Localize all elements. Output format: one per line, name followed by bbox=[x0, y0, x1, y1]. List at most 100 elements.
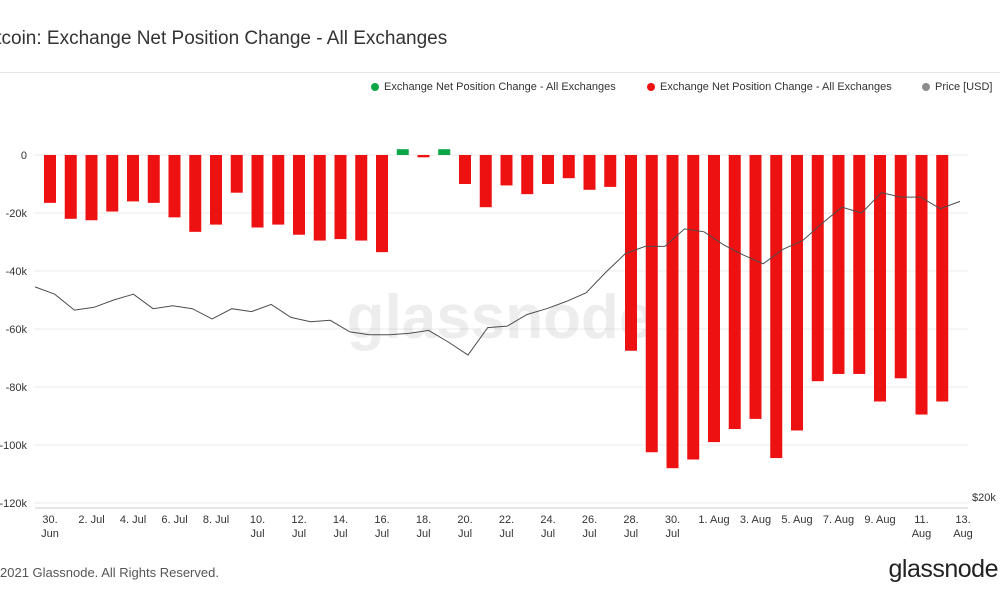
x-tick-label: 6. Jul bbox=[161, 514, 187, 526]
x-tick-label: 8. Jul bbox=[203, 514, 229, 526]
x-tick-label-line: 18. bbox=[416, 514, 431, 526]
x-tick-label-line: 5. Aug bbox=[781, 514, 812, 526]
brand-logo: glassnode bbox=[888, 555, 999, 583]
bar bbox=[230, 155, 243, 193]
x-tick-label-line: 14. bbox=[333, 514, 348, 526]
bar bbox=[210, 155, 222, 225]
x-tick-label-line: 1. Aug bbox=[698, 514, 729, 526]
bar bbox=[459, 155, 471, 184]
x-tick-label: 20. Jul bbox=[457, 514, 472, 540]
x-tick-label-line: 2. Jul bbox=[78, 514, 104, 526]
legend-label: Exchange Net Position Change - All Excha… bbox=[384, 81, 616, 93]
x-tick-label-line: Jul bbox=[458, 528, 472, 540]
bar bbox=[625, 155, 637, 351]
bar bbox=[438, 149, 451, 155]
legend: Exchange Net Position Change - All Excha… bbox=[0, 81, 1000, 97]
bar bbox=[168, 155, 181, 218]
x-tick-label: 30. Jun bbox=[41, 514, 59, 540]
x-tick-label-line: 10. bbox=[250, 514, 265, 526]
bar bbox=[189, 155, 202, 232]
bar bbox=[915, 155, 928, 415]
watermark-text: glassnode bbox=[347, 283, 654, 352]
y-tick-label: -60k bbox=[6, 324, 28, 336]
x-tick-label-line: 3. Aug bbox=[740, 514, 771, 526]
x-tick-label: 11. Aug bbox=[912, 514, 932, 540]
x-tick-label-line: Jul bbox=[582, 528, 596, 540]
bar bbox=[127, 155, 139, 202]
x-tick-label-line: Jul bbox=[541, 528, 555, 540]
y-tick-label: -100k bbox=[0, 440, 27, 452]
x-tick-label-line: 26. bbox=[582, 514, 597, 526]
bar bbox=[147, 155, 160, 203]
x-tick-label: 9. Aug bbox=[864, 514, 895, 526]
bar bbox=[251, 155, 264, 228]
legend-item-price[interactable]: Price [USD] bbox=[922, 81, 992, 93]
legend-item-net-position-green[interactable]: Exchange Net Position Change - All Excha… bbox=[371, 81, 616, 93]
bar bbox=[832, 155, 845, 374]
bar bbox=[293, 155, 305, 235]
y-tick-label: -40k bbox=[6, 266, 28, 278]
y2-tick-label: $20k bbox=[972, 492, 996, 504]
legend-label: Price [USD] bbox=[935, 81, 993, 93]
x-tick-label-line: Aug bbox=[953, 528, 973, 540]
x-tick-label-line: 28. bbox=[623, 514, 638, 526]
x-tick-label-line: 22. bbox=[499, 514, 514, 526]
bar bbox=[874, 155, 886, 402]
bar bbox=[44, 155, 56, 203]
legend-dot-gray bbox=[922, 83, 930, 91]
x-tick-label-line: 24. bbox=[540, 514, 555, 526]
x-tick-label-line: Aug bbox=[912, 528, 932, 540]
x-tick-label-line: 30. bbox=[42, 514, 57, 526]
x-tick-label: 4. Jul bbox=[120, 514, 146, 526]
bar bbox=[64, 155, 77, 219]
x-tick-label-line: 6. Jul bbox=[161, 514, 187, 526]
x-tick-label-line: 9. Aug bbox=[864, 514, 895, 526]
bar bbox=[106, 155, 119, 212]
legend-dot-green bbox=[371, 83, 379, 91]
header-divider bbox=[0, 72, 1000, 73]
x-tick-label: 24. Jul bbox=[540, 514, 555, 540]
x-tick-label-line: 16. bbox=[374, 514, 389, 526]
bar bbox=[666, 155, 679, 469]
x-tick-label: 5. Aug bbox=[781, 514, 812, 526]
x-tick-label-line: 7. Aug bbox=[823, 514, 854, 526]
y-tick-label: 0 bbox=[21, 150, 27, 162]
bar bbox=[562, 155, 575, 179]
x-tick-label-line: Jul bbox=[499, 528, 513, 540]
x-tick-label: 16. Jul bbox=[374, 514, 389, 540]
x-tick-label: 26. Jul bbox=[582, 514, 597, 540]
x-tick-label-line: 12. bbox=[291, 514, 306, 526]
x-tick-label: 22. Jul bbox=[499, 514, 514, 540]
bar bbox=[811, 155, 824, 382]
bar bbox=[770, 155, 783, 459]
x-tick-label-line: Jul bbox=[250, 528, 264, 540]
y-tick-label: -20k bbox=[6, 208, 28, 220]
bar bbox=[355, 155, 368, 241]
x-tick-label: 1. Aug bbox=[698, 514, 729, 526]
bar bbox=[749, 155, 762, 419]
x-tick-label: 10. Jul bbox=[250, 514, 265, 540]
x-tick-label-line: Jul bbox=[416, 528, 430, 540]
x-tick-label: 12. Jul bbox=[291, 514, 306, 540]
bar bbox=[396, 149, 409, 155]
x-tick-label: 7. Aug bbox=[823, 514, 854, 526]
x-tick-label-line: 8. Jul bbox=[203, 514, 229, 526]
x-tick-label-line: 30. bbox=[665, 514, 680, 526]
bar bbox=[791, 155, 803, 431]
bar bbox=[334, 155, 347, 240]
bar bbox=[583, 155, 596, 190]
y-tick-label: -120k bbox=[0, 498, 27, 510]
bar bbox=[417, 155, 430, 158]
bar bbox=[500, 155, 513, 186]
bar bbox=[376, 155, 388, 253]
bar bbox=[542, 155, 554, 184]
bar bbox=[853, 155, 866, 374]
bar bbox=[313, 155, 326, 241]
bar bbox=[521, 155, 534, 195]
bar bbox=[604, 155, 617, 187]
legend-item-net-position-red[interactable]: Exchange Net Position Change - All Excha… bbox=[647, 81, 892, 93]
legend-dot-red bbox=[647, 83, 655, 91]
bar bbox=[687, 155, 700, 460]
bar bbox=[272, 155, 285, 225]
